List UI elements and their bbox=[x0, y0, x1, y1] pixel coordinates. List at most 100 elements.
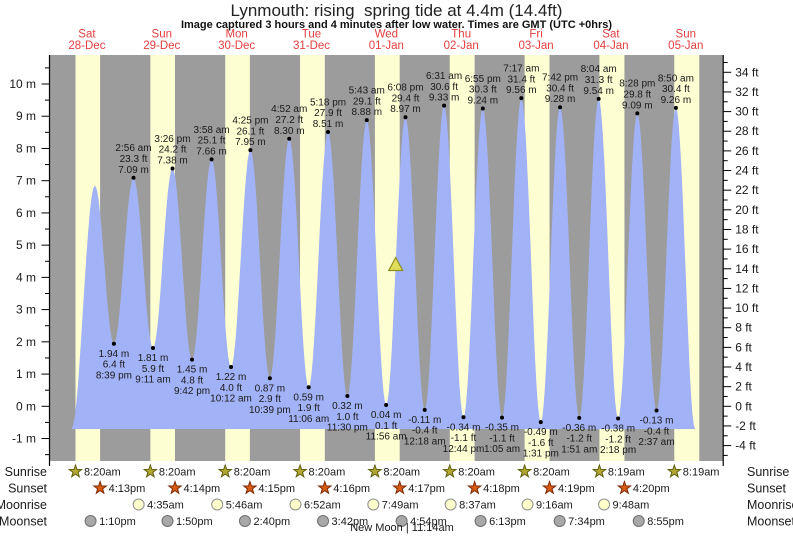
sunrise-time: 8:20am bbox=[458, 467, 495, 479]
sunrise-time: 8:20am bbox=[383, 467, 420, 479]
low-tide-metres: -0.36 m bbox=[562, 423, 596, 434]
new-moon-label: New Moon | 11:14am bbox=[350, 522, 454, 534]
low-tide-time: 11:30 pm bbox=[327, 423, 368, 434]
high-tide-feet: 25.1 ft bbox=[198, 136, 226, 147]
sunset-icon bbox=[466, 479, 483, 495]
low-tide-metres: 0.87 m bbox=[255, 383, 286, 394]
y-left-tick-label: 1 m bbox=[16, 367, 36, 381]
low-tide-time: 8:39 pm bbox=[96, 370, 132, 381]
high-tide-metres: 7.38 m bbox=[157, 155, 188, 166]
low-tide-metres: -0.35 m bbox=[485, 423, 519, 434]
day-label: Sun bbox=[676, 29, 696, 41]
sunset-time: 4:18pm bbox=[483, 483, 520, 495]
high-tide-metres: 8.97 m bbox=[390, 104, 421, 115]
high-tide-time: 4:25 pm bbox=[232, 115, 268, 126]
day-label: Thu bbox=[451, 29, 471, 41]
tide-extreme-dot bbox=[287, 136, 292, 141]
sunset-time: 4:17pm bbox=[408, 483, 445, 495]
high-tide-time: 8:04 am bbox=[581, 64, 617, 75]
low-tide-metres: 1.81 m bbox=[138, 353, 169, 364]
day-label: Fri bbox=[529, 29, 542, 41]
y-left-tick-label: 0 m bbox=[16, 399, 36, 413]
sunset-time: 4:16pm bbox=[333, 483, 370, 495]
date-label: 03-Jan bbox=[518, 40, 553, 52]
moonset-icon bbox=[632, 515, 645, 527]
tide-extreme-dot bbox=[596, 96, 601, 101]
y-left-tick-label: 3 m bbox=[16, 303, 36, 317]
day-label: Sat bbox=[78, 29, 96, 41]
y-left-tick-label: 9 m bbox=[16, 109, 36, 123]
tide-extreme-dot bbox=[150, 345, 155, 350]
low-tide-metres: 1.45 m bbox=[177, 365, 208, 376]
low-tide-feet: -0.4 ft bbox=[644, 426, 670, 437]
sunrise-icon bbox=[292, 463, 308, 479]
y-right-tick-label: 32 ft bbox=[735, 85, 759, 99]
sunrise-row-label-right: Sunrise bbox=[747, 465, 789, 479]
moonset-time: 7:34pm bbox=[568, 516, 605, 528]
tide-extreme-dot bbox=[384, 403, 389, 408]
tide-extreme-dot bbox=[654, 408, 659, 413]
low-tide-metres: 0.59 m bbox=[293, 392, 324, 403]
low-tide-metres: 1.94 m bbox=[99, 349, 130, 360]
sunrise-time: 8:19am bbox=[608, 467, 645, 479]
sunrise-time: 8:20am bbox=[159, 467, 196, 479]
moonrise-icon bbox=[367, 498, 380, 511]
sunset-icon bbox=[541, 479, 558, 495]
y-left-tick-label: 8 m bbox=[16, 141, 36, 155]
high-tide-time: 8:50 am bbox=[658, 73, 694, 84]
moonrise-icon bbox=[521, 498, 534, 511]
high-tide-feet: 27.9 ft bbox=[314, 108, 342, 119]
low-tide-metres: 0.04 m bbox=[371, 410, 402, 421]
low-tide-metres: -0.11 m bbox=[408, 415, 441, 426]
sunset-icon bbox=[92, 479, 108, 495]
tide-extreme-dot bbox=[500, 415, 505, 420]
moonset-icon bbox=[474, 515, 487, 527]
low-tide-feet: 0.1 ft bbox=[375, 421, 397, 432]
low-tide-feet: 6.4 ft bbox=[103, 360, 125, 371]
current-level-marker-icon bbox=[387, 256, 404, 272]
moonset-time: 3:42pm bbox=[332, 516, 369, 528]
sunrise-icon bbox=[442, 463, 458, 479]
low-tide-metres: -0.34 m bbox=[447, 422, 481, 433]
high-tide-feet: 29.4 ft bbox=[392, 93, 420, 104]
high-tide-feet: 30.4 ft bbox=[662, 84, 690, 95]
low-tide-feet: 1.9 ft bbox=[298, 403, 320, 414]
tide-extreme-dot bbox=[267, 376, 272, 381]
moonset-time: 1:50pm bbox=[176, 516, 213, 528]
date-label: 04-Jan bbox=[593, 40, 628, 52]
moonrise-icon bbox=[289, 498, 302, 511]
high-tide-metres: 7.95 m bbox=[235, 137, 266, 148]
sunset-icon bbox=[616, 479, 633, 495]
moonrise-time: 9:16am bbox=[536, 500, 573, 512]
y-right-tick-label: 16 ft bbox=[735, 242, 759, 256]
y-left-tick-label: 10 m bbox=[9, 77, 36, 91]
sunset-icon bbox=[317, 479, 333, 495]
tide-extreme-dot bbox=[248, 148, 253, 153]
high-tide-metres: 8.88 m bbox=[351, 107, 382, 118]
sunrise-row-label-left: Sunrise bbox=[5, 465, 47, 479]
tide-extreme-dot bbox=[326, 130, 331, 135]
high-tide-metres: 7.09 m bbox=[118, 165, 149, 176]
low-tide-metres: 0.32 m bbox=[332, 401, 363, 412]
tide-extreme-dot bbox=[480, 106, 485, 111]
moonset-time: 2:40pm bbox=[253, 516, 290, 528]
sunrise-time: 8:20am bbox=[234, 467, 271, 479]
y-right-tick-label: -4 ft bbox=[735, 439, 756, 453]
sunrise-icon bbox=[666, 463, 682, 479]
y-right-tick-label: 10 ft bbox=[735, 301, 759, 315]
moonrise-icon bbox=[444, 498, 457, 511]
tide-extreme-dot bbox=[209, 157, 214, 162]
low-tide-feet: -0.4 ft bbox=[412, 426, 438, 437]
day-label: Mon bbox=[225, 29, 247, 41]
moonrise-time: 6:52am bbox=[304, 500, 341, 512]
low-tide-feet: 5.9 ft bbox=[142, 364, 164, 375]
y-right-tick-label: 28 ft bbox=[735, 124, 759, 138]
y-right-tick-label: 8 ft bbox=[735, 321, 752, 335]
low-tide-feet: 1.0 ft bbox=[336, 412, 358, 423]
sunset-icon bbox=[242, 479, 258, 495]
y-left-tick-label: 2 m bbox=[16, 335, 36, 349]
tide-extreme-dot bbox=[111, 341, 116, 346]
high-tide-feet: 24.2 ft bbox=[159, 145, 187, 156]
low-tide-time: 10:39 pm bbox=[249, 405, 291, 416]
page-title: Lynmouth: rising spring tide at 4.4m (14… bbox=[230, 1, 563, 20]
